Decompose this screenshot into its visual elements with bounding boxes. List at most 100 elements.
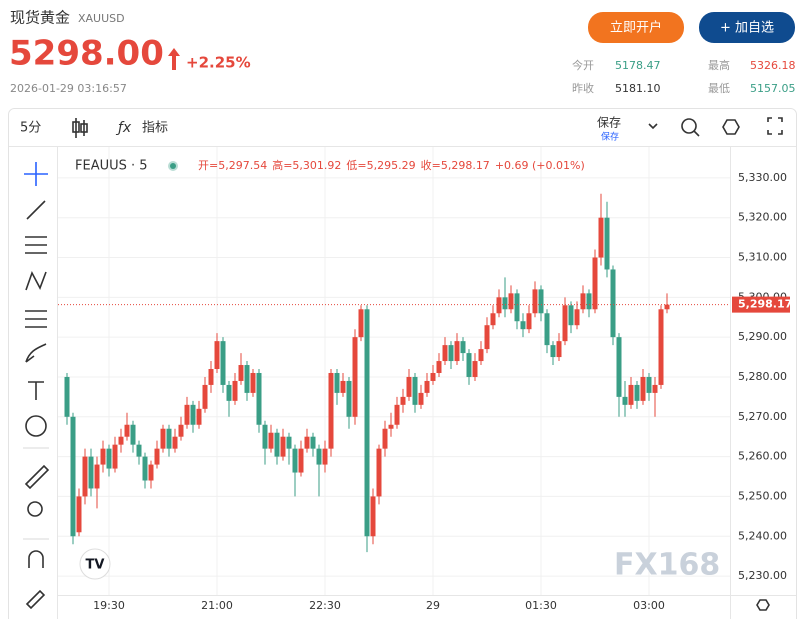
candle-body: [136, 444, 142, 457]
candle-body: [412, 376, 418, 405]
candle-body: [382, 428, 388, 449]
candle-body: [88, 456, 94, 489]
candle-body: [574, 309, 580, 326]
fib-tool[interactable]: [25, 236, 47, 254]
candle-body: [166, 428, 172, 449]
add-watchlist-button[interactable]: [699, 12, 795, 43]
candle-body: [490, 313, 496, 326]
open-account-button[interactable]: [588, 12, 684, 43]
candle-body: [208, 369, 214, 385]
brush-tool[interactable]: [25, 343, 47, 363]
candle-body: [130, 424, 136, 445]
candle-body: [388, 424, 394, 429]
candle-body: [436, 361, 442, 373]
candle-body: [556, 341, 562, 358]
settings-icon[interactable]: [722, 119, 740, 135]
candle-body: [430, 372, 436, 381]
candle-body: [328, 372, 334, 449]
symbol: XAUUSD: [78, 12, 125, 25]
candle-body: [526, 313, 532, 330]
change: +2.25%: [186, 54, 251, 72]
fx-icon[interactable]: ƒx: [115, 120, 132, 136]
y-tick-label: 5,320.00: [738, 211, 787, 224]
candle-body: [262, 424, 268, 449]
settings-axis-icon[interactable]: [756, 599, 770, 611]
add-watchlist-label[interactable]: + 加自选: [720, 21, 774, 36]
candle-body: [280, 436, 286, 457]
candle-body: [550, 345, 556, 358]
candle-body: [610, 269, 616, 338]
y-tick-label: 5,260.00: [738, 450, 787, 463]
candle-body: [646, 376, 652, 393]
candle-body: [472, 361, 478, 377]
candle-body: [520, 321, 526, 330]
candle-body: [616, 337, 622, 397]
timestamp: 2026-01-29 03:16:57: [10, 82, 127, 95]
candle-body: [622, 396, 628, 405]
candle-body: [100, 448, 106, 465]
candle-body: [142, 456, 148, 481]
candle-body: [244, 365, 250, 393]
candle-body: [286, 436, 292, 449]
candle-body: [220, 341, 226, 385]
candle-body: [460, 341, 466, 354]
magnet-tool[interactable]: [28, 550, 44, 568]
fullscreen-icon[interactable]: [767, 117, 783, 135]
interval[interactable]: 5分: [20, 121, 41, 136]
crosshair-tool[interactable]: [24, 162, 48, 186]
x-tick-label: 29: [426, 599, 440, 612]
price-tag: [732, 296, 790, 313]
dropdown-icon[interactable]: [648, 123, 658, 130]
lock-tool[interactable]: [25, 589, 46, 610]
candle-body: [190, 404, 196, 425]
stat-label: 今开: [572, 58, 594, 72]
y-tick-label: 5,230.00: [738, 569, 787, 582]
text-tool[interactable]: [28, 381, 44, 400]
save-sub[interactable]: 保存: [601, 131, 619, 143]
replay-icon[interactable]: [681, 118, 700, 137]
y-tick-label: 5,250.00: [738, 489, 787, 502]
candle-body: [256, 372, 262, 425]
emoji-tool[interactable]: [25, 415, 47, 437]
candle-body: [298, 448, 304, 473]
candle-body: [592, 257, 598, 310]
candle-body: [292, 448, 298, 473]
prediction-tool[interactable]: [25, 310, 47, 328]
status-dot: [170, 163, 176, 169]
candle-body: [232, 380, 238, 401]
ruler-tool[interactable]: [24, 464, 50, 490]
candle-body: [268, 432, 274, 449]
y-tick-label: 5,270.00: [738, 410, 787, 423]
candle-body: [544, 313, 550, 346]
svg-text:TV: TV: [86, 558, 105, 573]
candle-body: [82, 456, 88, 497]
title: 现货黄金: [10, 9, 70, 27]
pattern-tool[interactable]: [25, 271, 47, 291]
candle-body: [370, 496, 376, 537]
ohlc-legend-item: +0.69 (+0.01%): [495, 159, 585, 172]
candle-body: [172, 436, 178, 449]
candle-body: [364, 309, 370, 537]
candle-body: [178, 424, 184, 437]
candle-body: [394, 404, 400, 425]
candle-body: [106, 448, 112, 469]
chart-panel: [8, 108, 797, 623]
open-account-label[interactable]: 立即开户: [610, 20, 662, 36]
line-tool[interactable]: [26, 200, 46, 220]
stat-label: 最高: [708, 58, 730, 72]
candle-body: [652, 384, 658, 393]
save[interactable]: 保存: [597, 116, 621, 130]
candle-body: [466, 353, 472, 377]
candle-body: [352, 337, 358, 417]
candle-type-icon[interactable]: [72, 118, 88, 138]
candle-body: [664, 304, 670, 310]
indicators[interactable]: 指标: [142, 121, 168, 136]
candle-body: [250, 372, 256, 393]
candle-body: [568, 305, 574, 326]
zoom-tool[interactable]: [27, 501, 43, 517]
candle-body: [598, 217, 604, 258]
candle-body: [196, 408, 202, 425]
candle-body: [346, 380, 352, 417]
candle-body: [322, 448, 328, 465]
stat-value: 5178.47: [615, 59, 661, 72]
